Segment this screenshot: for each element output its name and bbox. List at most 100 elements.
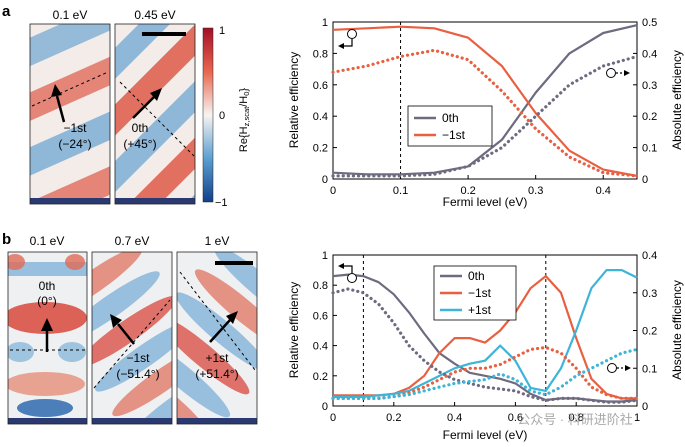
right-axis-arrow-head	[625, 365, 631, 371]
map-a1-mode: −1st	[63, 121, 87, 135]
field-map-b2	[92, 252, 172, 424]
y2-tick-label: 0.3	[642, 288, 657, 300]
series-zeroth-relative	[332, 273, 638, 403]
left-axis-marker	[347, 29, 357, 39]
direction-arrow	[209, 319, 231, 343]
y2-tick-label: 0	[642, 174, 648, 186]
x-tick-label: 0	[330, 185, 336, 197]
right-axis-arrow-head	[624, 70, 630, 76]
arrow-head	[110, 314, 122, 328]
direction-arrow	[132, 95, 156, 119]
map-b1-angle: (0°)	[37, 294, 56, 308]
y-tick-label: 0.6	[313, 80, 328, 92]
chart-a-ylabel: Relative efficiency	[287, 52, 301, 149]
y-tick-label: 0	[322, 401, 328, 413]
colorbar-tick: 1	[219, 25, 225, 37]
colorbar-label: Re{Hz,scat/H0}	[238, 88, 251, 152]
field-map-b3-frame	[176, 251, 258, 425]
arrow-head	[41, 318, 53, 331]
legend-label-plus1: +1st	[468, 303, 492, 317]
map-a2-mode: 0th	[132, 121, 149, 135]
y-tick-label: 0.4	[313, 341, 328, 353]
chart-a-y2label: Absolute efficiency	[670, 50, 684, 150]
chart-a: 0 0.1 0.2 0.3 0.4 0 0.2 0.4 0.6 0.8 1 0 0.1 0.2 0.3 0.4…	[287, 17, 684, 209]
chart-b: 0 0.2 0.4 0.6 0.8 100.20.40.60.8100.10.20.30.…	[287, 250, 684, 442]
y2-tick-label: 0.2	[642, 111, 657, 123]
field-map-b1	[8, 252, 87, 424]
y2-tick-label: 0.3	[642, 80, 657, 92]
map-b1-mode: 0th	[39, 279, 56, 293]
map-a2-energy: 0.45 eV	[134, 8, 175, 22]
y2-tick-label: 0.4	[642, 250, 657, 262]
map-b2-mode: −1st	[126, 351, 150, 365]
x-tick-label: 0.8	[569, 412, 584, 424]
x-tick-label: 0.3	[528, 185, 543, 197]
direction-arrow	[117, 323, 135, 345]
chart-b-ylabel: Relative efficiency	[287, 282, 301, 379]
y-tick-label: 0.8	[313, 48, 328, 60]
y-tick-label: 0	[322, 174, 328, 186]
y-tick-label: 0.8	[313, 280, 328, 292]
x-tick-label: 0.4	[596, 185, 611, 197]
colorbar-tick: 0	[219, 110, 225, 122]
map-b3-angle: (+51.4°)	[195, 367, 238, 381]
field-map-b3	[177, 252, 257, 424]
map-a1-angle: (−24°)	[58, 137, 91, 151]
y2-tick-label: 0.2	[642, 326, 657, 338]
right-axis-marker	[607, 363, 617, 373]
left-axis-arrow	[342, 265, 353, 273]
legend-label-minus1: −1st	[468, 286, 492, 300]
panel-a-label: a	[2, 3, 11, 20]
chart-b-xlabel: Fermi level (eV)	[443, 428, 528, 442]
x-tick-label: 1	[634, 412, 640, 424]
field-map-a2-frame	[114, 23, 196, 205]
direction-arrow	[55, 95, 66, 123]
y2-tick-label: 0.4	[642, 48, 657, 60]
series-zeroth-relative	[332, 24, 638, 176]
y2-tick-label: 0.1	[642, 143, 657, 155]
map-a2-angle: (+45°)	[123, 137, 156, 151]
y2-tick-label: 0.1	[642, 363, 657, 375]
y2-tick-label: 0.5	[642, 17, 657, 29]
chart-a-frame	[332, 21, 638, 180]
direction-line	[93, 299, 171, 389]
left-axis-arrow-head	[338, 43, 344, 49]
x-tick-label: 0.6	[508, 412, 523, 424]
map-a1-energy: 0.1 eV	[53, 8, 88, 22]
map-b3-mode: +1st	[205, 351, 229, 365]
colorbar	[202, 27, 214, 203]
scale-bar	[142, 32, 186, 36]
left-axis-marker	[347, 273, 357, 283]
chart-a-legend	[407, 105, 493, 147]
x-tick-label: 0.2	[460, 185, 475, 197]
x-tick-label: 0	[330, 412, 336, 424]
map-b3-energy: 1 eV	[205, 234, 230, 248]
y-tick-label: 1	[322, 17, 328, 29]
panel-b-label: b	[2, 231, 11, 248]
x-tick-label: 0.4	[447, 412, 462, 424]
legend-label-minus1: −1st	[442, 128, 466, 142]
scale-bar	[215, 261, 253, 265]
field-map-a2	[115, 24, 195, 204]
left-axis-arrow	[342, 39, 353, 47]
right-axis-marker	[606, 68, 616, 78]
field-map-b2-frame	[91, 251, 173, 425]
watermark: 公众号 · 科研进阶社	[517, 412, 633, 427]
field-map-a1-frame	[29, 23, 111, 205]
left-axis-arrow-head	[338, 263, 344, 269]
series-zeroth-absolute	[331, 54, 639, 178]
series-minus1-absolute	[331, 48, 639, 178]
legend-label-0th: 0th	[468, 269, 485, 283]
legend-label-0th: 0th	[442, 111, 459, 125]
y-tick-label: 0.2	[313, 143, 328, 155]
y-tick-label: 0.4	[313, 111, 328, 123]
series-minus1-absolute	[331, 345, 639, 400]
direction-line	[31, 71, 109, 107]
arrow-head	[51, 84, 62, 97]
arrow-head	[226, 311, 238, 324]
arrow-head	[150, 88, 162, 101]
colorbar-tick: −1	[215, 197, 228, 209]
y-tick-label: 0.2	[313, 371, 328, 383]
field-map-b1-frame	[7, 251, 88, 425]
chart-b-y2label: Absolute efficiency	[670, 280, 684, 380]
